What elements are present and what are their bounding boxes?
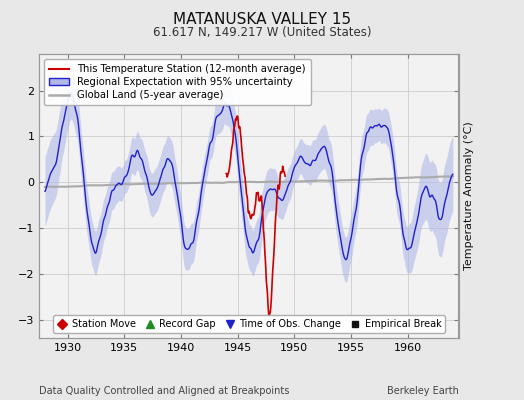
Text: MATANUSKA VALLEY 15: MATANUSKA VALLEY 15 — [173, 12, 351, 27]
Text: Data Quality Controlled and Aligned at Breakpoints: Data Quality Controlled and Aligned at B… — [39, 386, 290, 396]
Y-axis label: Temperature Anomaly (°C): Temperature Anomaly (°C) — [464, 122, 474, 270]
Text: 61.617 N, 149.217 W (United States): 61.617 N, 149.217 W (United States) — [153, 26, 371, 39]
Text: Berkeley Earth: Berkeley Earth — [387, 386, 458, 396]
Legend: Station Move, Record Gap, Time of Obs. Change, Empirical Break: Station Move, Record Gap, Time of Obs. C… — [52, 315, 445, 333]
